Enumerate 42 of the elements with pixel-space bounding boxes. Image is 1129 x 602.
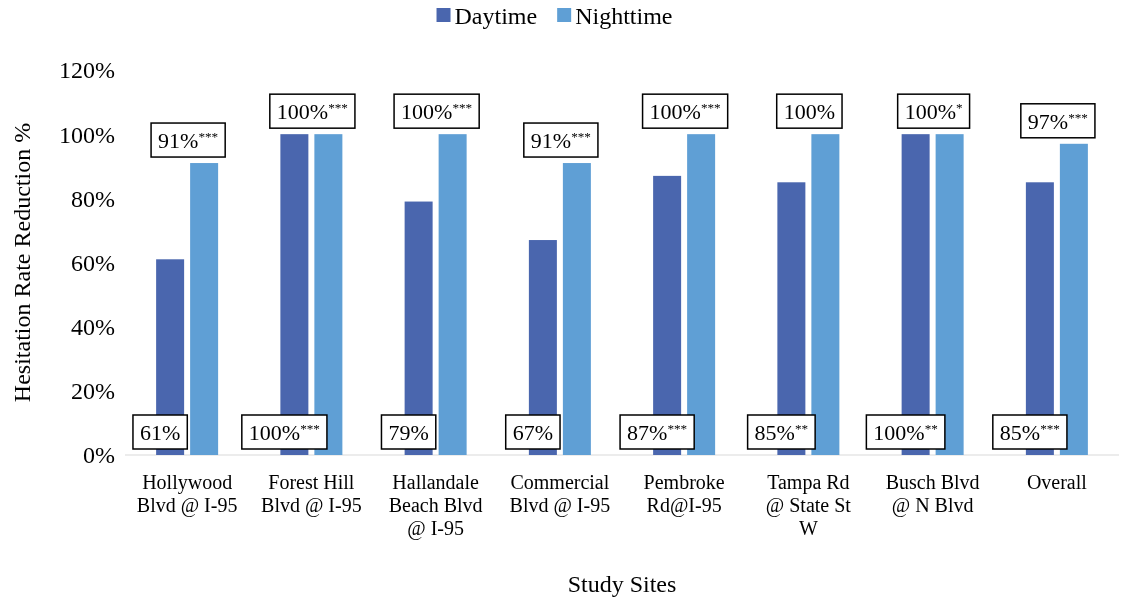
bar: [562, 163, 591, 455]
bar: [438, 134, 467, 455]
data-label: 100%$^{*}$: [904, 99, 963, 125]
data-label: 100%$^{***}$: [276, 99, 348, 125]
y-tick-label: 40%: [71, 314, 115, 341]
bar: [811, 134, 840, 455]
y-tick-label: 120%: [59, 57, 115, 84]
x-tick-label: Hollywood Blvd @ I-95: [136, 471, 238, 517]
data-label: 91%$^{***}$: [530, 128, 591, 154]
y-tick-label: 60%: [71, 249, 115, 276]
data-label: 85%$^{**}$: [754, 420, 809, 445]
data-label: 87%$^{***}$: [627, 420, 688, 445]
legend-label: Daytime: [454, 3, 538, 29]
data-label: 100%: [783, 99, 836, 125]
y-tick-label: 20%: [71, 378, 115, 405]
data-label: 67%: [512, 420, 554, 445]
x-tick-label: Busch Blvd @ N Blvd: [885, 471, 980, 517]
x-tick-label: Forest Hill Blvd @ I-95: [261, 471, 362, 517]
bar: [935, 134, 964, 455]
x-tick-label: Hallandale Beach Blvd @ I-95: [388, 471, 483, 540]
data-label: 97%$^{***}$: [1027, 108, 1088, 134]
data-label: 91%$^{***}$: [158, 128, 219, 154]
data-label: 100%$^{***}$: [248, 420, 320, 445]
x-tick-label: Tampa Rd @ State St W: [765, 471, 852, 539]
data-label: 79%: [388, 420, 429, 445]
x-tick-label: Pembroke Rd@I-95: [643, 471, 725, 517]
data-label: 100%$^{***}$: [649, 99, 721, 125]
x-tick-label: Overall: [1026, 471, 1088, 493]
data-label: 100%$^{**}$: [873, 420, 938, 445]
data-label: 61%: [139, 420, 181, 445]
x-axis-title: Study Sites: [567, 571, 677, 597]
y-axis-title: Hesitation Rate Reduction %: [9, 122, 35, 403]
data-label: 85%$^{***}$: [999, 420, 1060, 445]
x-tick-label: Commercial Blvd @ I-95: [509, 471, 611, 517]
y-tick-label: 80%: [71, 185, 115, 212]
bar: [190, 163, 219, 455]
y-tick-label: 100%: [59, 121, 115, 148]
bar: [1059, 143, 1088, 455]
legend-label: Nighttime: [575, 3, 673, 29]
bar: [687, 134, 716, 455]
data-label: 100%$^{***}$: [401, 99, 473, 125]
y-tick-label: 0%: [83, 442, 115, 469]
